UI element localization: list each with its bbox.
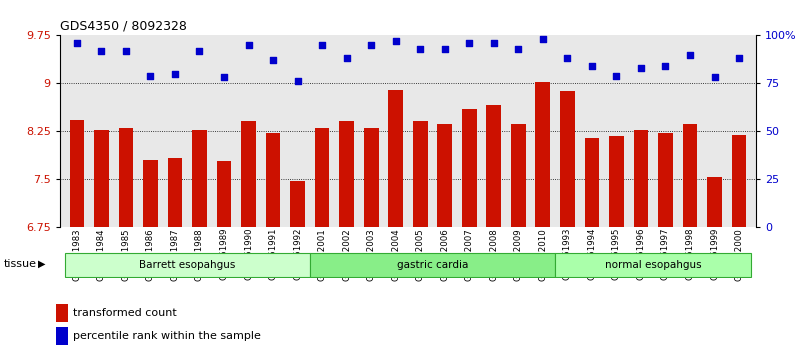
Text: ▶: ▶ (38, 259, 45, 269)
Bar (291, 181, 305, 227)
Bar (217, 161, 232, 227)
Point (144, 73, 157, 78)
Text: tissue: tissue (4, 259, 37, 269)
Bar (388, 90, 403, 227)
Bar (94, 130, 109, 227)
Bar (560, 91, 575, 227)
Bar (143, 160, 158, 227)
Point (610, 73, 622, 78)
Point (708, 75, 721, 80)
Bar (339, 121, 354, 227)
Bar (364, 128, 379, 227)
Bar (56, 327, 68, 345)
Bar (462, 109, 477, 227)
Point (365, 42, 377, 48)
Point (684, 52, 696, 57)
Bar (555, 253, 751, 276)
Bar (732, 136, 747, 227)
Text: gastric cardia: gastric cardia (396, 259, 468, 270)
Bar (486, 105, 501, 227)
Point (487, 40, 500, 46)
Point (439, 46, 451, 52)
Point (217, 75, 230, 80)
Bar (64, 253, 310, 276)
Point (389, 38, 402, 44)
Point (537, 36, 549, 42)
Point (242, 42, 255, 48)
Point (463, 40, 476, 46)
Bar (241, 121, 256, 227)
Point (586, 63, 599, 69)
Text: normal esopahgus: normal esopahgus (605, 259, 701, 270)
Point (95, 48, 107, 53)
Bar (634, 130, 648, 227)
Point (169, 71, 181, 76)
Text: GDS4350 / 8092328: GDS4350 / 8092328 (60, 20, 186, 33)
Text: transformed count: transformed count (73, 308, 177, 318)
Text: percentile rank within the sample: percentile rank within the sample (73, 331, 261, 341)
Bar (511, 124, 525, 227)
Point (267, 57, 279, 63)
Bar (56, 304, 68, 321)
Point (732, 56, 745, 61)
Bar (707, 177, 722, 227)
Bar (536, 82, 550, 227)
Point (414, 46, 427, 52)
Bar (310, 253, 555, 276)
Point (561, 56, 574, 61)
Bar (658, 133, 673, 227)
Point (512, 46, 525, 52)
Bar (266, 133, 280, 227)
Point (659, 63, 672, 69)
Bar (413, 121, 427, 227)
Bar (683, 124, 697, 227)
Bar (168, 158, 182, 227)
Bar (314, 128, 330, 227)
Point (119, 48, 132, 53)
Point (193, 48, 206, 53)
Bar (192, 130, 207, 227)
Point (71, 40, 84, 46)
Text: Barrett esopahgus: Barrett esopahgus (139, 259, 236, 270)
Bar (69, 120, 84, 227)
Point (634, 65, 647, 71)
Point (340, 56, 353, 61)
Bar (119, 128, 133, 227)
Point (316, 42, 329, 48)
Bar (437, 124, 452, 227)
Bar (584, 138, 599, 227)
Bar (609, 136, 624, 227)
Point (291, 79, 304, 84)
